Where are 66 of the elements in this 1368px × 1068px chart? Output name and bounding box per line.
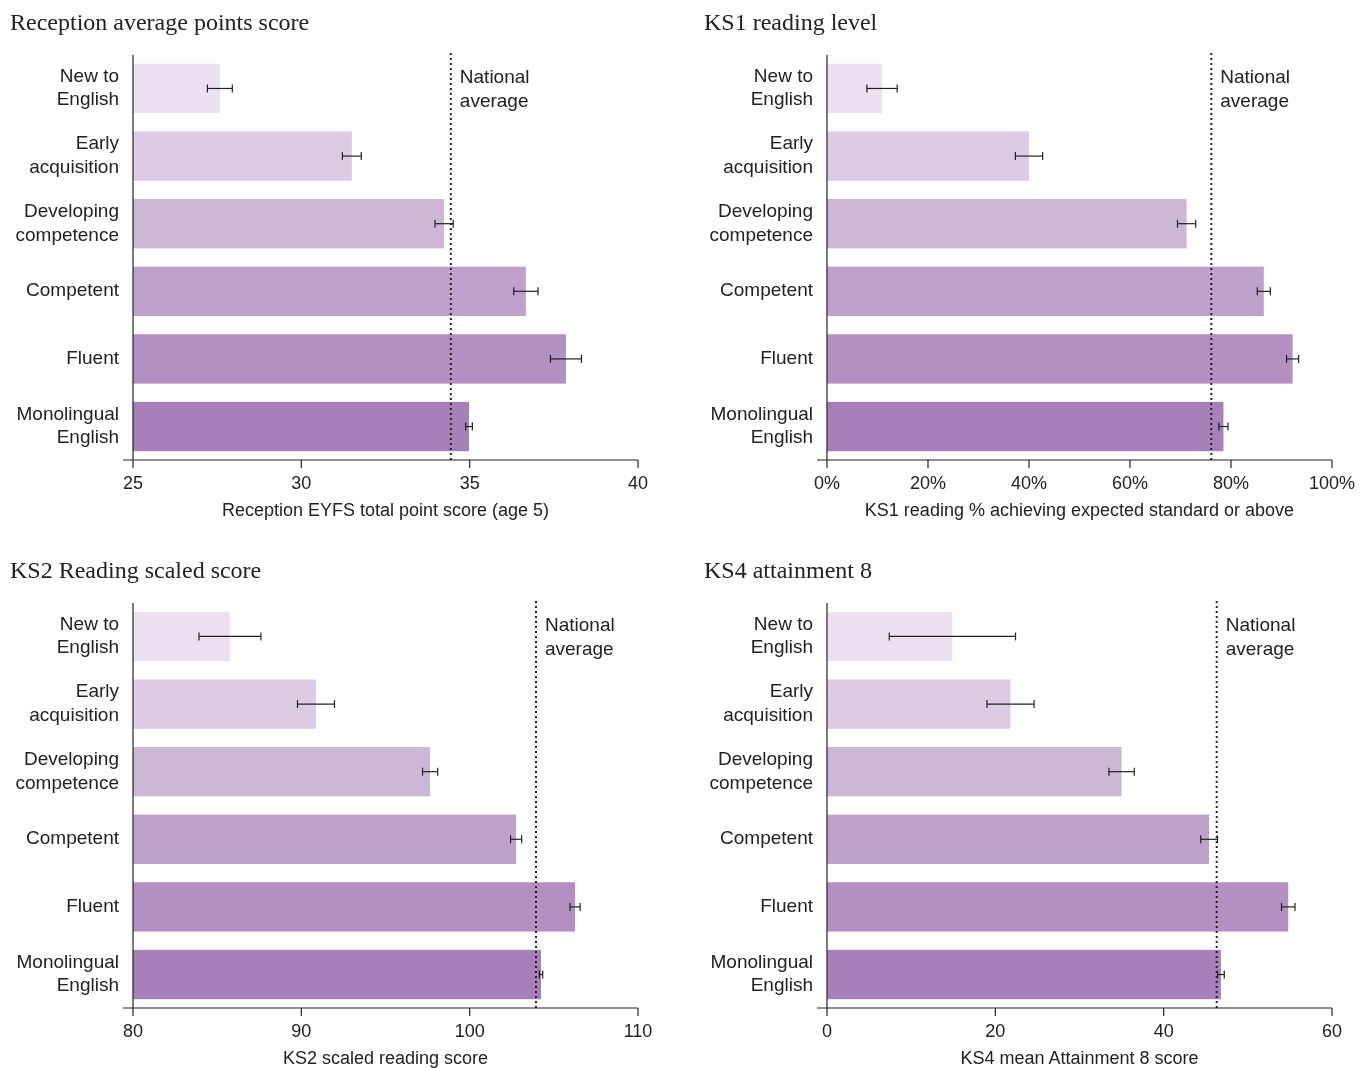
- x-tick-label: 60%: [1111, 473, 1149, 493]
- x-axis-title: Reception EYFS total point score (age 5): [221, 500, 550, 520]
- y-tick-label: Monolingual English: [710, 950, 813, 996]
- x-tick-label: 80%: [1212, 473, 1250, 493]
- x-tick-label: 40%: [1010, 473, 1048, 493]
- x-tick-label: 40: [1153, 1021, 1174, 1041]
- y-tick-label: New to English: [750, 64, 813, 110]
- y-tick-label: Fluent: [760, 346, 814, 368]
- x-tick-label: 90: [291, 1021, 312, 1041]
- y-tick-label: Developing competence: [709, 747, 813, 793]
- bar: [827, 63, 883, 114]
- x-tick-label: 100: [454, 1021, 485, 1041]
- chart-title: KS1 reading level: [704, 9, 878, 35]
- bar: [827, 882, 1289, 932]
- x-tick-label: 40: [627, 473, 649, 493]
- x-tick-label: 110: [623, 1021, 653, 1041]
- y-tick-label: Competent: [26, 827, 120, 849]
- y-tick-label: Early acquisition: [29, 132, 120, 177]
- y-tick-label: Early acquisition: [723, 132, 814, 177]
- bar: [827, 949, 1221, 1000]
- y-tick-label: New to English: [56, 64, 119, 110]
- y-tick-label: Competent: [26, 279, 120, 301]
- y-tick-label: Early acquisition: [723, 680, 814, 725]
- x-tick-label: 0: [821, 1021, 833, 1041]
- x-tick-label: 60: [1321, 1021, 1343, 1041]
- x-axis-title: KS2 scaled reading score: [282, 1048, 489, 1068]
- y-tick-label: Developing competence: [15, 199, 119, 245]
- ref-line-label: National average: [544, 614, 615, 659]
- chart-title: Reception average points score: [10, 9, 310, 35]
- x-axis-title: KS1 reading % achieving expected standard or above: [864, 500, 1295, 520]
- bar: [827, 266, 1264, 316]
- bar: [827, 747, 1122, 797]
- ref-line-label: National average: [459, 66, 530, 111]
- y-tick-label: Monolingual English: [16, 402, 119, 448]
- bar: [827, 611, 953, 662]
- y-tick-label: Fluent: [760, 894, 814, 916]
- bar: [827, 131, 1029, 181]
- x-tick-label: 35: [459, 473, 480, 493]
- x-axis-title: KS4 mean Attainment 8 score: [960, 1048, 1199, 1068]
- chart-title: KS4 attainment 8: [704, 557, 872, 583]
- x-tick-label: 20%: [909, 473, 947, 493]
- y-tick-label: Competent: [720, 279, 814, 301]
- y-tick-label: Fluent: [66, 894, 120, 916]
- ref-line-label: National average: [1225, 614, 1296, 659]
- y-tick-label: Developing competence: [709, 199, 813, 245]
- x-tick-label: 30: [291, 473, 312, 493]
- x-tick-label: 0%: [813, 473, 841, 493]
- y-tick-label: New to English: [56, 612, 119, 658]
- y-tick-label: Monolingual English: [16, 950, 119, 996]
- x-tick-label: 20: [985, 1021, 1006, 1041]
- y-tick-label: Monolingual English: [710, 402, 813, 448]
- x-tick-label: 80: [122, 1021, 144, 1041]
- bar: [827, 679, 1011, 729]
- bar: [827, 199, 1187, 249]
- x-tick-label: 25: [122, 473, 144, 493]
- y-tick-label: Fluent: [66, 346, 120, 368]
- bar: [827, 334, 1293, 384]
- chart-title: KS2 Reading scaled score: [10, 557, 262, 583]
- y-tick-label: New to English: [750, 612, 813, 658]
- y-tick-label: Developing competence: [15, 747, 119, 793]
- bar: [827, 401, 1224, 452]
- bar: [827, 814, 1210, 864]
- y-tick-label: Early acquisition: [29, 680, 120, 725]
- y-tick-label: Competent: [720, 827, 814, 849]
- ref-line-label: National average: [1220, 66, 1291, 111]
- x-tick-label: 100%: [1308, 473, 1356, 493]
